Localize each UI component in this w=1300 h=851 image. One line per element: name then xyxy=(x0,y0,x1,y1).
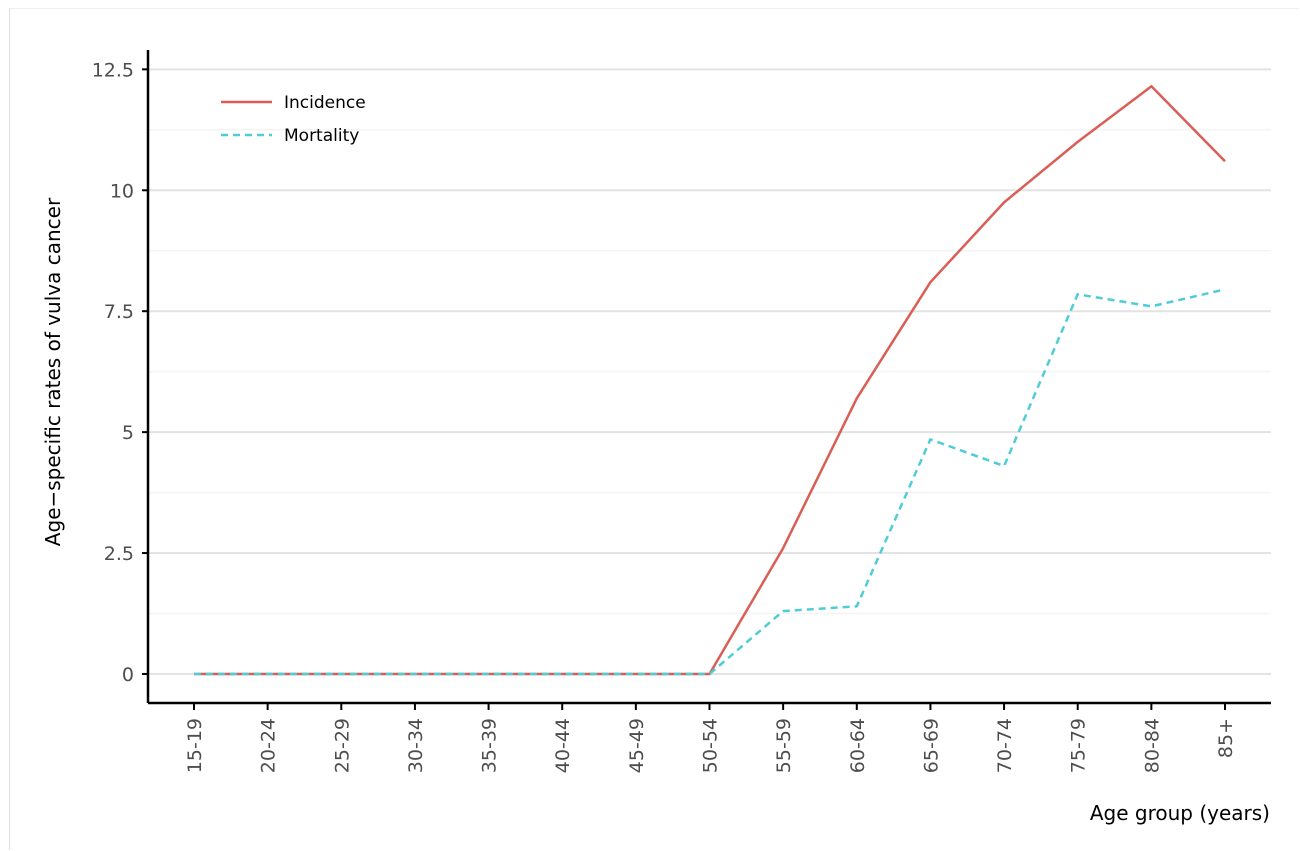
x-axis-title: Age group (years) xyxy=(1090,801,1270,825)
series-lines xyxy=(194,85,1226,676)
legend: Incidence Mortality xyxy=(221,93,366,146)
x-tick-label: 60-64 xyxy=(847,718,869,773)
y-tick-label: 12.5 xyxy=(92,59,134,81)
x-axis-ticks: 15-19 20-24 25-29 30-34 35-39 40-44 45-49 50-54… xyxy=(184,703,1237,773)
x-tick-label: 40-44 xyxy=(552,718,574,773)
x-tick-label: 70-74 xyxy=(994,718,1016,773)
y-tick-label: 7.5 xyxy=(104,301,134,323)
axes xyxy=(146,50,1271,705)
y-tick-label: 10 xyxy=(110,180,134,202)
chart-frame xyxy=(9,8,1299,850)
legend-label-mortality: Mortality xyxy=(284,126,359,146)
grid-lines xyxy=(148,68,1271,675)
x-tick-label: 30-34 xyxy=(405,718,427,773)
legend-label-incidence: Incidence xyxy=(284,93,366,113)
x-tick-label: 80-84 xyxy=(1141,718,1163,773)
x-tick-label: 85+ xyxy=(1215,718,1237,758)
x-tick-label: 45-49 xyxy=(626,718,648,773)
series-line-mortality xyxy=(194,288,1226,676)
y-axis-ticks: 0 2.5 5 7.5 10 12.5 xyxy=(92,59,148,686)
x-tick-label: 75-79 xyxy=(1068,718,1090,773)
series-line-incidence xyxy=(194,85,1226,676)
x-tick-label: 35-39 xyxy=(479,718,501,773)
x-tick-label: 55-59 xyxy=(773,718,795,773)
y-tick-label: 0 xyxy=(122,664,134,686)
y-tick-label: 5 xyxy=(122,422,134,444)
x-tick-label: 65-69 xyxy=(920,718,942,773)
y-axis-title: Age−specific rates of vulva cancer xyxy=(41,197,65,546)
x-tick-label: 20-24 xyxy=(258,718,280,773)
x-tick-label: 50-54 xyxy=(700,718,722,773)
y-tick-label: 2.5 xyxy=(104,543,134,565)
x-tick-label: 25-29 xyxy=(331,718,353,773)
x-tick-label: 15-19 xyxy=(184,718,206,773)
